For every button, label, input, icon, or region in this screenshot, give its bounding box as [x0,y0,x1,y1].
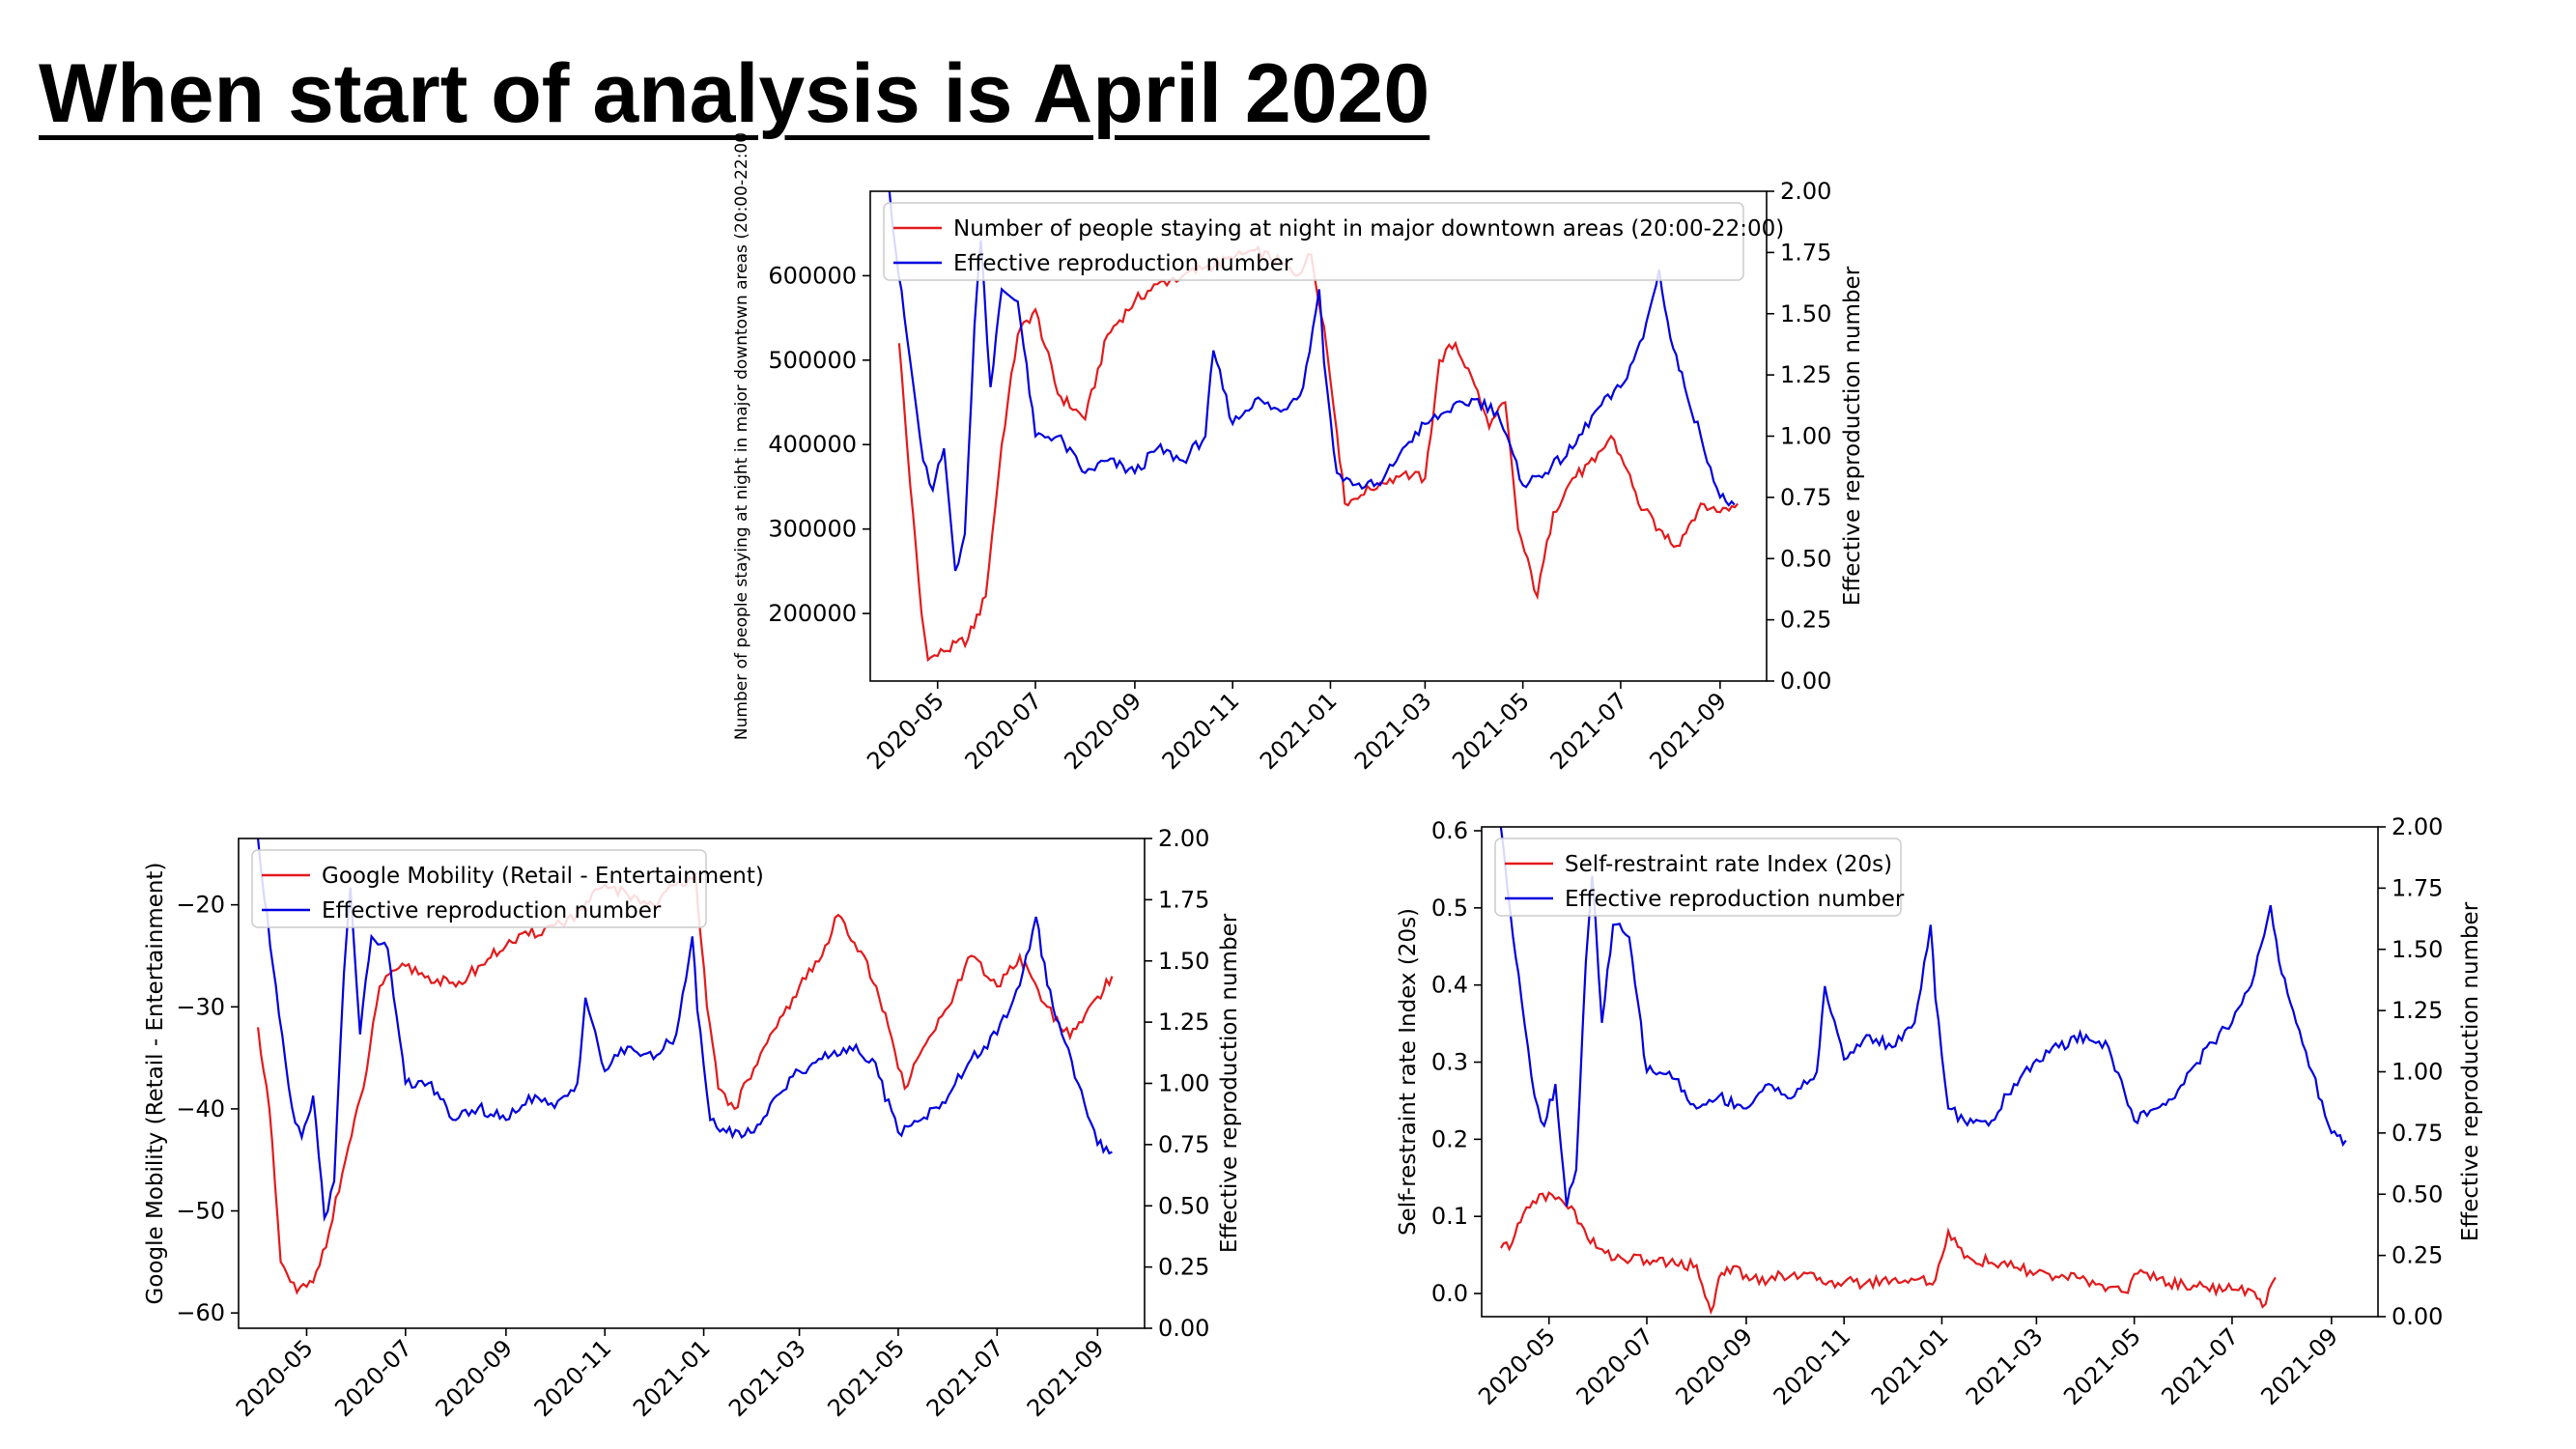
right-tick-label: 0.75 [1780,484,1831,511]
right-tick-label: 0.00 [1158,1315,1209,1342]
left-tick-label: 0.6 [1431,817,1468,844]
right-tick-label: 2.00 [1780,178,1831,205]
right-axis-title: Effective reproduction number [1840,266,1865,606]
right-tick-label: 1.00 [2392,1059,2443,1086]
x-tick-label: 2021-01 [1866,1322,1954,1410]
left-tick-label: 0.4 [1431,972,1468,999]
right-tick-label: 1.50 [1158,948,1209,975]
x-tick-label: 2020-11 [1769,1322,1856,1410]
legend-entry: Effective reproduction number [953,251,1293,276]
legend-entry: Number of people staying at night in maj… [953,216,1784,242]
right-axis-title: Effective reproduction number [1217,913,1242,1253]
left-tick-label: 400000 [768,431,857,458]
left-tick-label: 0.3 [1431,1049,1468,1076]
series-line-primary [1499,1191,2277,1316]
legend-entry: Effective reproduction number [1565,887,1905,912]
left-tick-label: 0.2 [1431,1125,1468,1152]
x-tick-label: 2020-07 [1571,1322,1659,1410]
right-tick-label: 0.25 [1780,607,1831,634]
right-tick-label: 1.75 [1158,886,1209,913]
right-tick-label: 1.75 [2392,874,2443,901]
right-tick-label: 1.25 [1780,361,1831,388]
left-tick-label: 500000 [768,347,857,374]
right-tick-label: 1.75 [1780,239,1831,266]
left-tick-label: 0.1 [1431,1203,1468,1230]
right-tick-label: 0.25 [2392,1242,2443,1269]
left-tick-label: 600000 [768,262,857,289]
right-axis-title: Effective reproduction number [2458,901,2483,1241]
left-tick-label: 0.5 [1431,895,1468,922]
right-tick-label: 0.75 [1158,1131,1209,1158]
right-tick-label: 2.00 [2392,813,2443,840]
left-tick-label: −50 [176,1198,225,1225]
left-tick-label: 300000 [768,516,857,543]
left-axis-title: Number of people staying at night in maj… [732,132,751,740]
right-tick-label: 0.50 [1158,1192,1209,1219]
left-tick-label: −20 [176,892,225,919]
legend [883,202,1744,281]
left-axis-title: Self-restraint rate Index (20s) [1396,908,1421,1236]
x-tick-label: 2020-05 [1473,1322,1561,1410]
right-tick-label: 1.00 [1158,1070,1209,1097]
right-tick-label: 0.00 [2392,1303,2443,1330]
left-axis-title: Google Mobility (Retail - Entertainment) [143,863,168,1305]
right-tick-label: 1.25 [1158,1009,1209,1036]
right-tick-label: 1.00 [1780,423,1831,450]
x-tick-label: 2021-09 [2255,1322,2343,1410]
legend-entry: Google Mobility (Retail - Entertainment) [322,864,764,889]
left-tick-label: 200000 [768,600,857,627]
x-tick-label: 2021-05 [2058,1322,2146,1410]
right-tick-label: 1.50 [2392,936,2443,963]
right-tick-label: 0.00 [1780,668,1831,695]
right-tick-label: 0.50 [2392,1180,2443,1208]
left-tick-label: −40 [176,1095,225,1122]
left-tick-label: −60 [176,1299,225,1326]
right-tick-label: 2.00 [1158,825,1209,852]
x-tick-label: 2021-07 [2156,1322,2244,1410]
left-tick-label: −30 [176,993,225,1020]
x-tick-label: 2021-03 [1961,1322,2049,1410]
left-tick-label: 0.0 [1431,1280,1468,1307]
right-tick-label: 0.50 [1780,545,1831,572]
right-tick-label: 1.25 [2392,997,2443,1024]
right-tick-label: 0.25 [1158,1254,1209,1281]
legend-entry: Effective reproduction number [322,898,662,923]
series-line-rt [257,838,1113,1223]
legend [251,849,707,928]
series-line-rt [1499,827,2347,1208]
right-tick-label: 1.50 [1780,300,1831,327]
right-tick-label: 0.75 [2392,1120,2443,1147]
series-line-rt [888,191,1736,572]
legend [1494,838,1902,917]
x-tick-label: 2020-09 [1670,1322,1758,1410]
legend-entry: Self-restraint rate Index (20s) [1565,852,1892,877]
slide-title: When start of analysis is April 2020 [39,47,1430,140]
